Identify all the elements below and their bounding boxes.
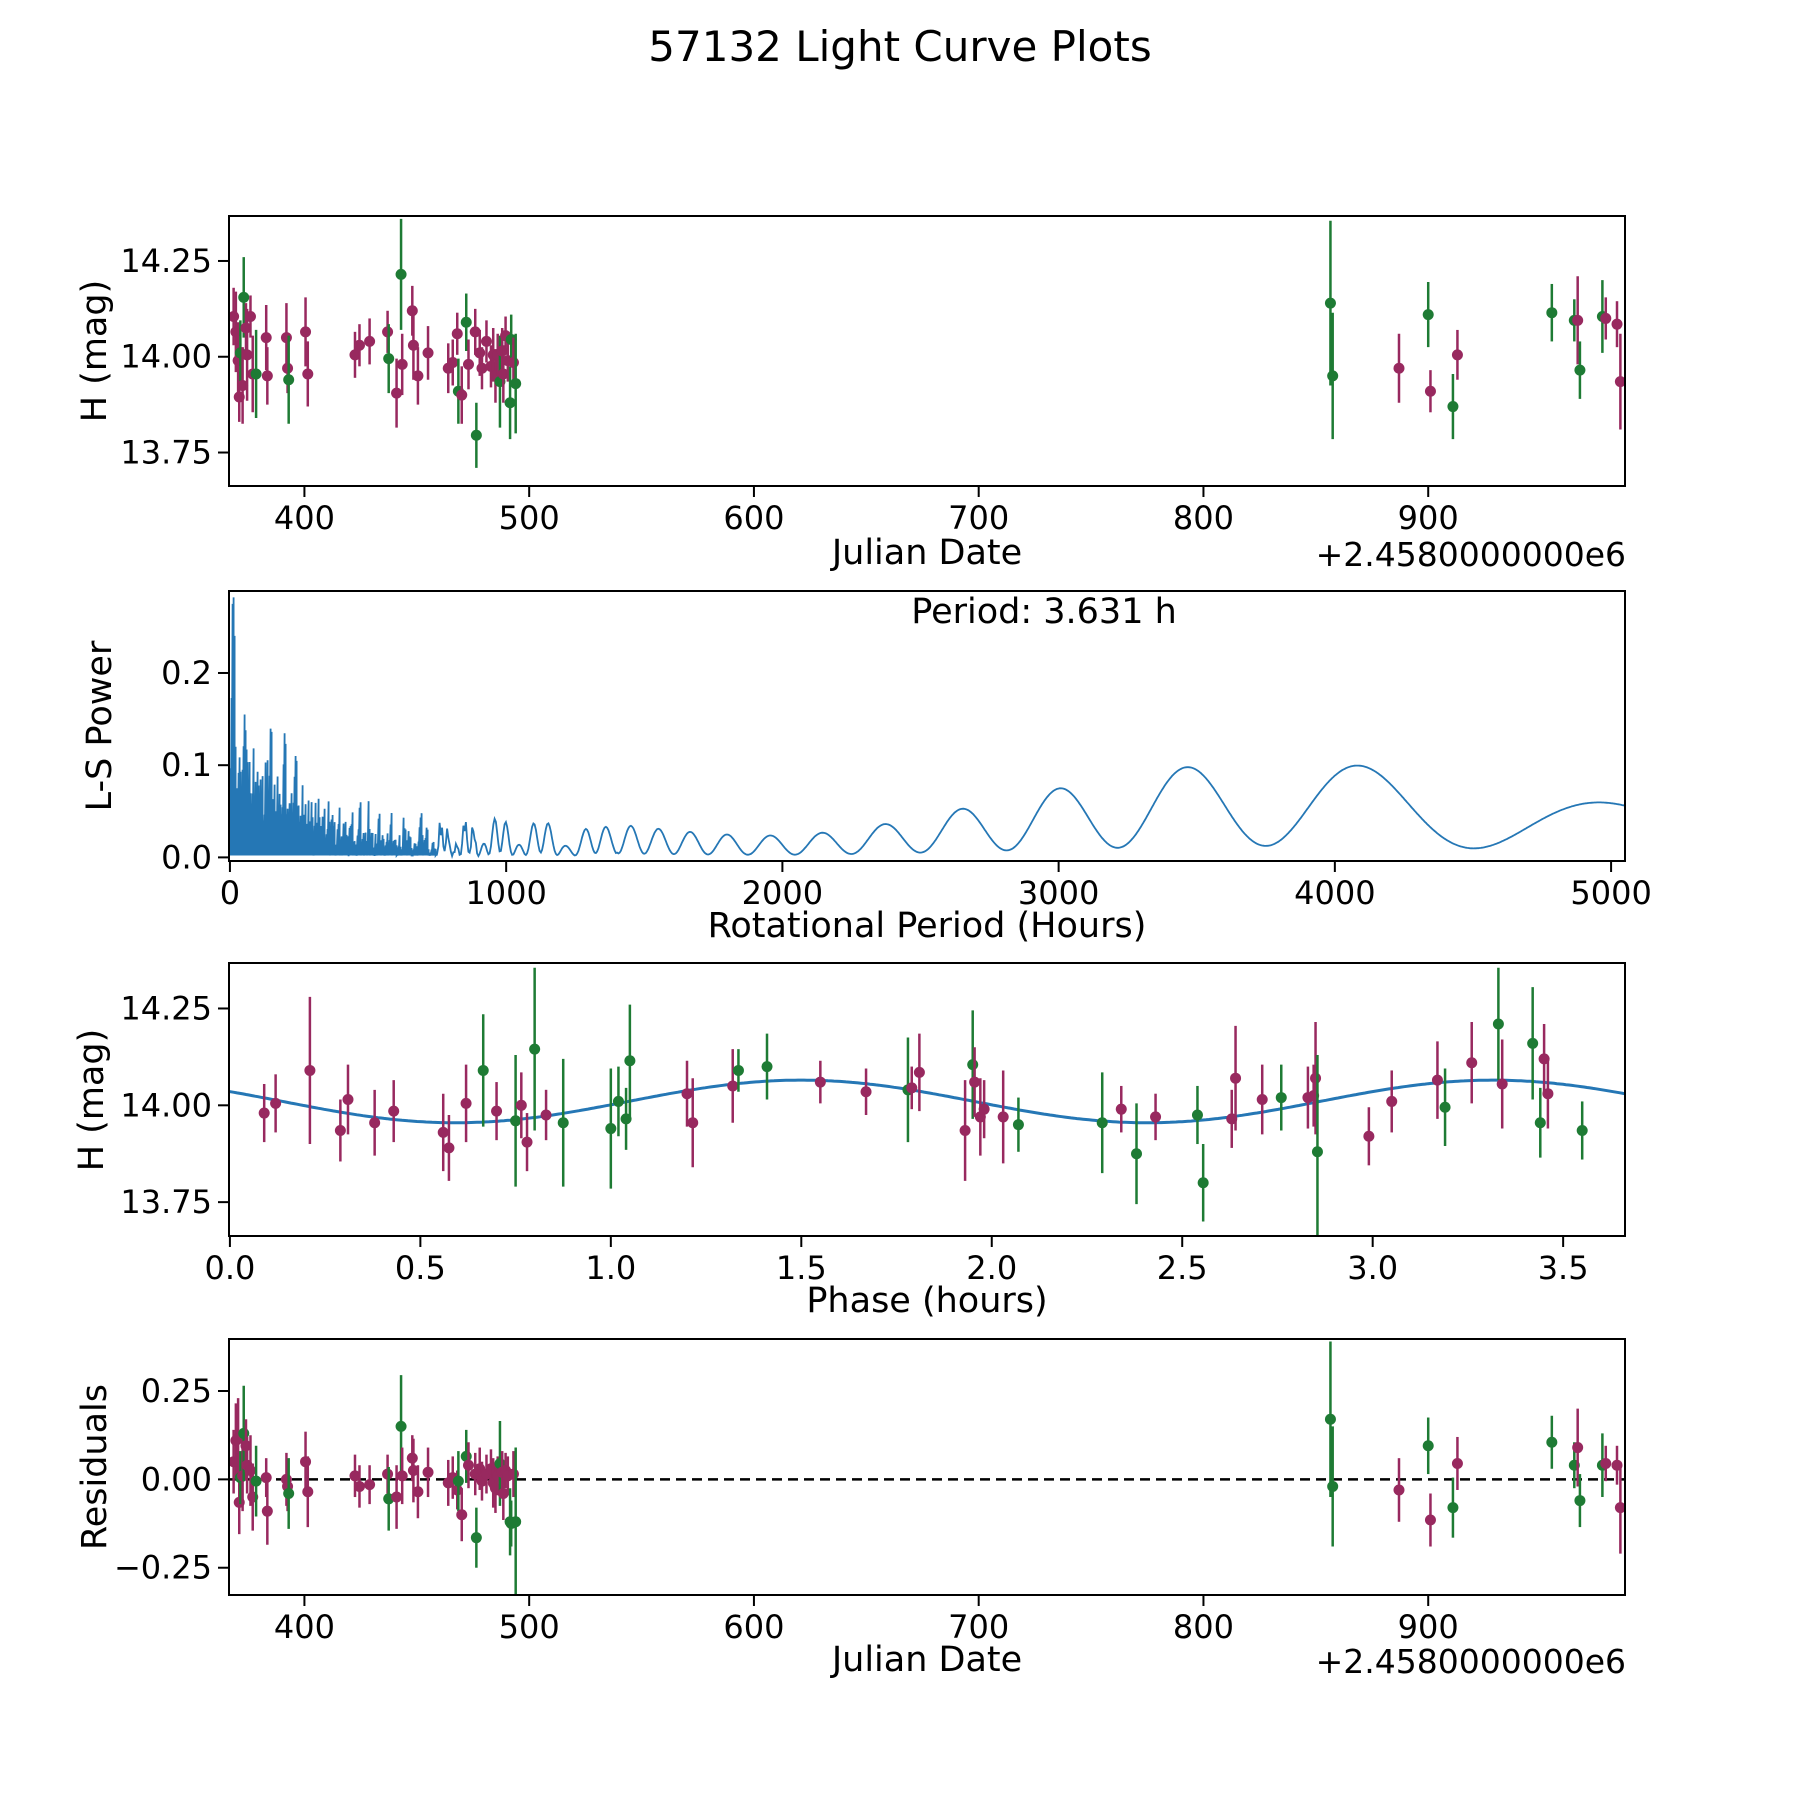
svg-text:14.25: 14.25 bbox=[120, 989, 212, 1027]
svg-text:0.25: 0.25 bbox=[141, 1372, 212, 1410]
xlabel-julian-date-top: Julian Date bbox=[831, 533, 1023, 573]
svg-text:2.5: 2.5 bbox=[1157, 1249, 1208, 1287]
svg-text:5000: 5000 bbox=[1570, 874, 1651, 912]
svg-text:14.00: 14.00 bbox=[120, 338, 212, 376]
xlabel-julian-date-bottom: Julian Date bbox=[831, 1640, 1023, 1680]
svg-text:600: 600 bbox=[723, 499, 784, 537]
svg-text:3000: 3000 bbox=[1018, 874, 1099, 912]
svg-text:1.0: 1.0 bbox=[585, 1249, 636, 1287]
residuals-plot-svg: 400 500 600 700 800 900 −0.25 0.00 0.25 bbox=[114, 1338, 1626, 1646]
svg-text:400: 400 bbox=[274, 1608, 335, 1646]
svg-text:−0.25: −0.25 bbox=[114, 1549, 212, 1587]
svg-text:2000: 2000 bbox=[742, 874, 823, 912]
svg-text:4000: 4000 bbox=[1294, 874, 1375, 912]
svg-text:3.0: 3.0 bbox=[1347, 1249, 1398, 1287]
svg-text:13.75: 13.75 bbox=[120, 1183, 212, 1221]
svg-text:0.0: 0.0 bbox=[161, 838, 212, 876]
svg-text:800: 800 bbox=[1173, 499, 1234, 537]
svg-text:13.75: 13.75 bbox=[120, 434, 212, 472]
svg-text:700: 700 bbox=[948, 1608, 1009, 1646]
svg-text:14.00: 14.00 bbox=[120, 1086, 212, 1124]
ylabel-h-mag-phase: H (mag) bbox=[72, 1028, 112, 1172]
svg-text:900: 900 bbox=[1398, 499, 1459, 537]
svg-text:0.1: 0.1 bbox=[161, 746, 212, 784]
svg-text:700: 700 bbox=[948, 499, 1009, 537]
svg-text:500: 500 bbox=[499, 499, 560, 537]
svg-text:0.2: 0.2 bbox=[161, 654, 212, 692]
periodogram-plot-svg: 0 1000 2000 3000 4000 5000 0.0 0.1 0.2 bbox=[161, 590, 1652, 912]
svg-text:0.0: 0.0 bbox=[204, 1249, 255, 1287]
xlabel-phase-hours: Phase (hours) bbox=[806, 1281, 1048, 1321]
svg-text:600: 600 bbox=[723, 1608, 784, 1646]
svg-text:1000: 1000 bbox=[465, 874, 546, 912]
phase-plot-svg: 0.0 0.5 1.0 1.5 2.0 2.5 3.0 3.5 13.75 14.00 14.25 bbox=[120, 962, 1626, 1287]
svg-text:500: 500 bbox=[499, 1608, 560, 1646]
ylabel-ls-power: L-S Power bbox=[80, 640, 120, 812]
svg-text:14.25: 14.25 bbox=[120, 242, 212, 280]
lightcurve-plot-svg: 400 500 600 700 800 900 13.75 14.00 14.25 bbox=[120, 215, 1626, 537]
svg-text:0: 0 bbox=[220, 874, 240, 912]
svg-text:0.00: 0.00 bbox=[141, 1460, 212, 1498]
svg-text:2.0: 2.0 bbox=[966, 1249, 1017, 1287]
ylabel-h-mag-top: H (mag) bbox=[75, 279, 115, 423]
xlabel-rotational-period: Rotational Period (Hours) bbox=[707, 906, 1147, 946]
svg-text:800: 800 bbox=[1173, 1608, 1234, 1646]
figure-title: 57132 Light Curve Plots bbox=[648, 22, 1152, 71]
ylabel-residuals: Residuals bbox=[75, 1383, 115, 1551]
x-axis-offset-bottom: +2.4580000000e6 bbox=[1315, 1642, 1626, 1681]
svg-text:3.5: 3.5 bbox=[1538, 1249, 1589, 1287]
period-annotation: Period: 3.631 h bbox=[911, 592, 1177, 632]
svg-text:0.5: 0.5 bbox=[395, 1249, 446, 1287]
svg-text:400: 400 bbox=[274, 499, 335, 537]
x-axis-offset-top: +2.4580000000e6 bbox=[1315, 535, 1626, 574]
svg-text:900: 900 bbox=[1398, 1608, 1459, 1646]
svg-text:1.5: 1.5 bbox=[776, 1249, 827, 1287]
